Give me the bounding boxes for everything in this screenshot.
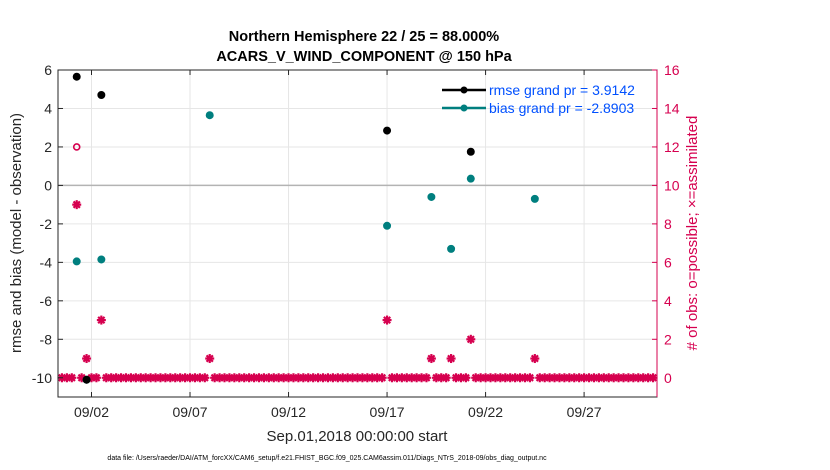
x-tick-label: 09/12 bbox=[271, 404, 306, 420]
obs-assimilated-point bbox=[421, 373, 431, 383]
bias-point bbox=[447, 244, 456, 253]
legend-entry-label: bias grand pr = -2.8903 bbox=[489, 100, 634, 116]
legend-marker bbox=[460, 86, 468, 94]
obs-assimilated-point bbox=[461, 373, 471, 383]
rmse-point bbox=[466, 147, 475, 156]
legend: rmse grand pr = 3.9142 bias grand pr = -2… bbox=[442, 82, 635, 116]
obs-assimilated-point bbox=[67, 373, 77, 383]
y2-tick-label: 12 bbox=[664, 139, 680, 155]
y-tick-label: 2 bbox=[44, 139, 52, 155]
obs-assimilated-star-stroke bbox=[82, 354, 91, 363]
y2-tick-label: 10 bbox=[664, 177, 680, 193]
bias-point bbox=[383, 221, 392, 230]
obs-assimilated-star-stroke bbox=[422, 373, 431, 382]
obs-assimilated-point bbox=[82, 354, 92, 364]
rmse-point bbox=[72, 72, 81, 81]
y2-tick-label: 8 bbox=[664, 216, 672, 232]
obs-assimilated-point bbox=[466, 334, 476, 344]
obs-assimilated-star-stroke bbox=[383, 316, 392, 325]
obs-possible-point bbox=[72, 143, 81, 151]
y-tick-label: -8 bbox=[40, 331, 53, 347]
obs-assimilated-point bbox=[530, 354, 540, 364]
data-file-footnote: data file: /Users/raeder/DAI/ATM_forcXX/… bbox=[107, 455, 547, 462]
x-tick-label: 09/07 bbox=[172, 404, 207, 420]
legend-marker bbox=[460, 104, 468, 112]
chart-title: Northern Hemisphere 22 / 25 = 88.000% bbox=[229, 29, 500, 45]
plot-frame bbox=[57, 69, 658, 398]
obs-assimilated-point bbox=[426, 354, 436, 364]
obs-assimilated-star-stroke bbox=[447, 354, 456, 363]
x-tick-label: 09/17 bbox=[370, 404, 405, 420]
obs-assimilated-point bbox=[441, 373, 451, 383]
obs-assimilated-star-stroke bbox=[427, 354, 436, 363]
x-axis-label: Sep.01,2018 00:00:00 start bbox=[267, 428, 449, 445]
x-tick-label: 09/02 bbox=[74, 404, 109, 420]
y2-tick-label: 14 bbox=[664, 100, 680, 116]
chart-subtitle: ACARS_V_WIND_COMPONENT @ 150 hPa bbox=[216, 49, 512, 65]
obs-assimilated-point bbox=[200, 373, 210, 383]
obs-assimilated-star-stroke bbox=[461, 373, 470, 382]
obs-assimilated-star-stroke bbox=[205, 354, 214, 363]
y-tick-label: -10 bbox=[32, 370, 52, 386]
y2-axis-label: # of obs: o=possible; ×=assimilated bbox=[684, 116, 701, 351]
y-tick-label: 4 bbox=[44, 100, 52, 116]
y-tick-label: 6 bbox=[44, 62, 52, 78]
rmse-point bbox=[383, 126, 392, 135]
rmse-point bbox=[97, 91, 106, 100]
obs-assimilated-point bbox=[72, 200, 82, 210]
rmse-point bbox=[82, 375, 91, 384]
obs-assimilated-point bbox=[96, 315, 106, 325]
obs-assimilated-point bbox=[525, 373, 535, 383]
obs-assimilated-point bbox=[446, 354, 456, 364]
obs-assimilated-star-stroke bbox=[97, 316, 106, 325]
obs-assimilated-point bbox=[377, 373, 387, 383]
bias-point bbox=[466, 174, 475, 183]
y-axis-label: rmse and bias (model - observation) bbox=[8, 113, 25, 353]
bias-point bbox=[72, 257, 81, 266]
marks-layer bbox=[57, 72, 658, 384]
legend-entry-label: rmse grand pr = 3.9142 bbox=[489, 82, 635, 98]
ticks-layer: 09/02 09/07 09/12 09/17 09/22 09/27 6 4 2 0 -2 -4 -6… bbox=[32, 62, 680, 420]
obs-assimilated-star-stroke bbox=[200, 373, 209, 382]
grid-layer bbox=[58, 69, 657, 397]
x-tick-label: 09/22 bbox=[468, 404, 503, 420]
obs-assimilated-point bbox=[205, 354, 215, 364]
obs-assimilated-star-stroke bbox=[378, 373, 387, 382]
obs-assimilated-star-stroke bbox=[442, 373, 451, 382]
obs-assimilated-star-stroke bbox=[466, 335, 475, 344]
y2-tick-label: 0 bbox=[664, 370, 672, 386]
bias-point bbox=[205, 111, 214, 120]
bias-point bbox=[530, 194, 539, 203]
y-tick-label: -4 bbox=[40, 254, 53, 270]
obs-assimilated-star-stroke bbox=[77, 373, 86, 382]
y-tick-label: 0 bbox=[44, 177, 52, 193]
obs-assimilated-star-stroke bbox=[525, 373, 534, 382]
y-tick-label: -2 bbox=[40, 216, 53, 232]
bias-point bbox=[97, 255, 106, 264]
obs-assimilated-star-stroke bbox=[92, 373, 101, 382]
obs-assimilated-star-stroke bbox=[67, 373, 76, 382]
obs-assimilated-point bbox=[490, 373, 500, 383]
obs-assimilated-point bbox=[382, 315, 392, 325]
obs-assimilated-star-stroke bbox=[530, 354, 539, 363]
obs-assimilated-point bbox=[91, 373, 101, 383]
x-tick-label: 09/27 bbox=[567, 404, 602, 420]
y2-tick-label: 2 bbox=[664, 331, 672, 347]
y2-tick-label: 16 bbox=[664, 62, 680, 78]
bias-point bbox=[427, 192, 436, 201]
obs-assimilated-star-stroke bbox=[72, 200, 81, 209]
y2-tick-label: 6 bbox=[664, 254, 672, 270]
y2-tick-label: 4 bbox=[664, 293, 672, 309]
y-tick-label: -6 bbox=[40, 293, 53, 309]
